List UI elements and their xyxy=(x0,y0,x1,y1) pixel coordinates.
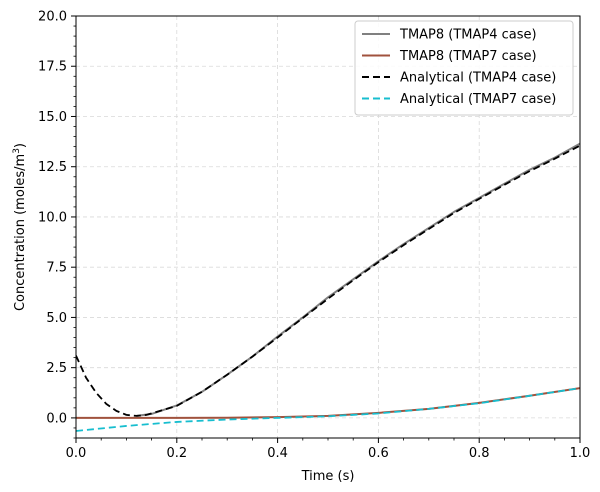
legend-label: TMAP8 (TMAP4 case) xyxy=(399,28,537,43)
x-tick-label: 1.0 xyxy=(570,446,591,461)
x-tick-label: 0.0 xyxy=(66,446,87,461)
x-axis-label: Time (s) xyxy=(301,469,355,484)
y-tick-label: 17.5 xyxy=(38,60,67,75)
y-tick-label: 10.0 xyxy=(38,210,67,225)
y-tick-label: 7.5 xyxy=(46,261,67,276)
y-axis-label: Concentration (moles/m3) xyxy=(12,143,28,311)
legend-box xyxy=(354,20,574,116)
x-tick-label: 0.6 xyxy=(368,446,389,461)
legend: TMAP8 (TMAP4 case) TMAP8 (TMAP7 case) Anal… xyxy=(354,20,574,116)
y-tick-label: 5.0 xyxy=(46,311,67,326)
y-tick-label: 20.0 xyxy=(38,10,67,25)
y-tick-label: 0.0 xyxy=(46,411,67,426)
series-line-3 xyxy=(76,144,580,417)
x-tick-label: 0.4 xyxy=(267,446,288,461)
y-tick-label: 15.0 xyxy=(38,110,67,125)
legend-label: Analytical (TMAP4 case) xyxy=(400,71,556,86)
y-tick-label: 12.5 xyxy=(38,160,67,175)
series-line-1 xyxy=(136,142,580,417)
x-tick-label: 0.2 xyxy=(166,446,187,461)
legend-label: Analytical (TMAP7 case) xyxy=(400,92,556,107)
y-axis-label-close: ) xyxy=(13,143,28,148)
ticks: 0.0 0.2 0.4 0.6 0.8 1.0 0.0 2.5 5.0 7.5 10.0 12.5 15… xyxy=(38,10,590,462)
y-axis-label-superscript: 3 xyxy=(12,148,22,154)
series-line-4 xyxy=(76,387,580,432)
legend-label: TMAP8 (TMAP7 case) xyxy=(399,49,537,64)
series-layer xyxy=(76,142,580,432)
x-tick-label: 0.8 xyxy=(469,446,490,461)
y-tick-label: 2.5 xyxy=(46,361,67,376)
y-axis-label-main: Concentration (moles/m xyxy=(13,154,28,311)
